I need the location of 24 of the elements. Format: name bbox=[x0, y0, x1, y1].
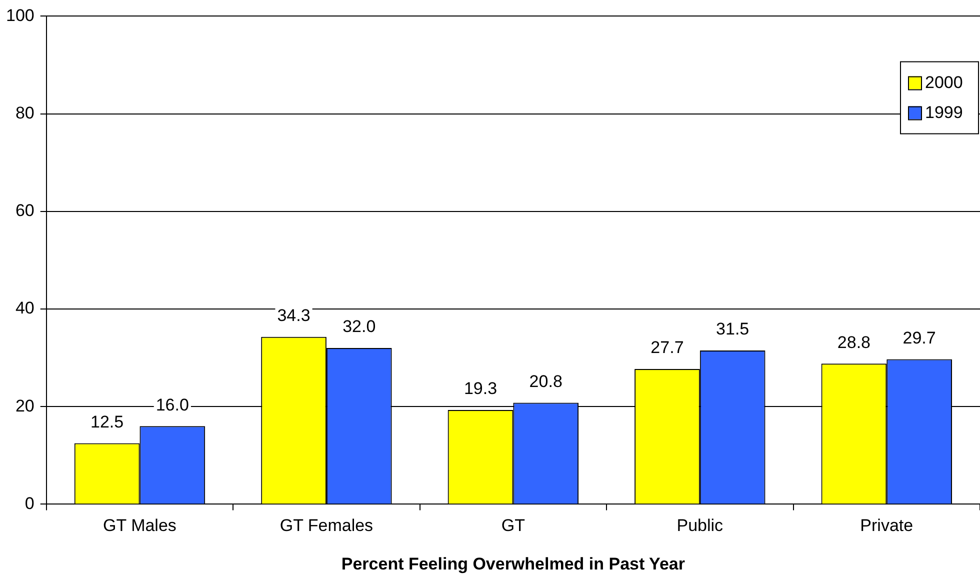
x-tick-label: Private bbox=[860, 516, 914, 536]
data-label: 28.8 bbox=[837, 332, 871, 352]
y-tick-label: 0 bbox=[24, 494, 34, 513]
data-label: 27.7 bbox=[650, 338, 684, 358]
data-label: 31.5 bbox=[716, 320, 750, 339]
legend-label: 1999 bbox=[925, 102, 963, 122]
x-tick-label: GT Females bbox=[280, 516, 374, 536]
data-label: 20.8 bbox=[529, 372, 562, 391]
y-tick-label: 20 bbox=[15, 396, 34, 416]
data-label: 16.0 bbox=[156, 395, 189, 414]
x-tick-label: GT Males bbox=[103, 516, 176, 536]
y-tick-label: 80 bbox=[15, 103, 34, 122]
data-label: 32.0 bbox=[342, 317, 376, 336]
x-axis-title: Percent Feeling Overwhelmed in Past Year bbox=[341, 554, 686, 574]
legend-label: 2000 bbox=[925, 72, 963, 92]
y-tick-label: 40 bbox=[15, 298, 34, 318]
data-label: 12.5 bbox=[90, 412, 124, 432]
x-tick-label: GT bbox=[501, 516, 525, 536]
y-tick-label: 100 bbox=[6, 6, 34, 25]
data-label: 29.7 bbox=[902, 328, 936, 348]
y-tick-label: 60 bbox=[15, 201, 34, 220]
data-label: 34.3 bbox=[277, 306, 310, 326]
data-label: 19.3 bbox=[464, 379, 498, 398]
x-tick-label: Public bbox=[676, 516, 724, 536]
